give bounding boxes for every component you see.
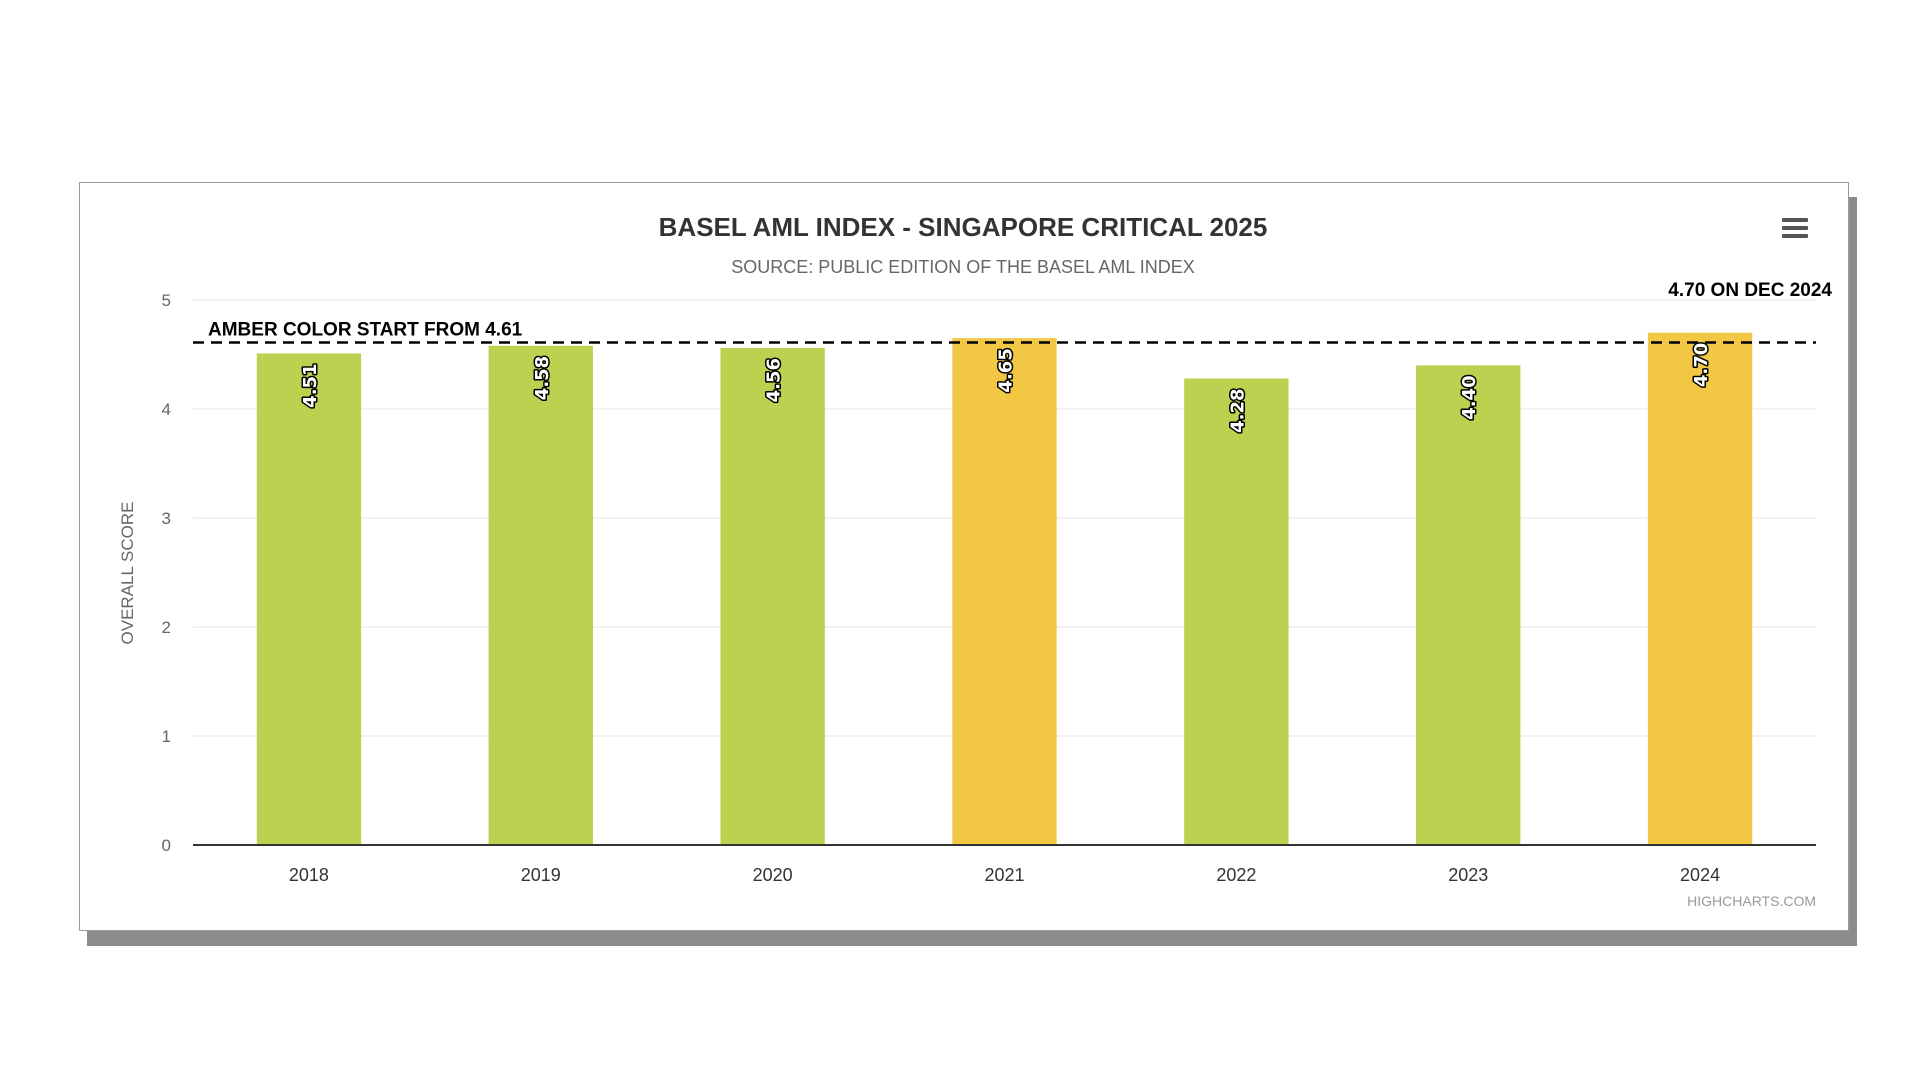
bar-2021[interactable] [952,338,1057,845]
y-tick-label: 1 [162,727,171,746]
menu-bar [1782,234,1808,238]
y-tick-label: 2 [162,618,171,637]
data-label: 4.51 [300,363,321,407]
credits-link[interactable]: HIGHCHARTS.COM [1687,893,1816,909]
x-tick-label: 2019 [521,865,561,885]
data-label: 4.70 [1691,343,1712,387]
y-axis-title: OVERALL SCORE [118,502,137,645]
bar-2019[interactable] [488,345,593,845]
hamburger-menu-icon[interactable] [1782,214,1812,242]
bar-2024[interactable] [1647,332,1753,845]
bar-2022[interactable] [1184,378,1289,845]
y-axis-ticks: 0 1 2 3 4 5 [162,291,171,855]
x-axis-ticks: 2018 2019 2020 2021 2022 2023 2024 [289,865,1720,885]
y-tick-label: 4 [162,400,171,419]
x-tick-label: 2021 [984,865,1024,885]
x-tick-label: 2023 [1448,865,1488,885]
x-tick-label: 2018 [289,865,329,885]
chart-title: BASEL AML INDEX - SINGAPORE CRITICAL 202… [659,212,1268,242]
x-tick-label: 2020 [753,865,793,885]
threshold-label: AMBER COLOR START FROM 4.61 [208,320,523,341]
x-tick-label: 2022 [1216,865,1256,885]
bar-2018[interactable] [256,353,362,845]
data-labels: 4.51 4.58 4.56 4.65 4.28 4.40 4.70 [298,341,1713,434]
bars [256,332,1753,845]
x-tick-label: 2024 [1680,865,1720,885]
y-tick-label: 5 [162,291,171,310]
data-label: 4.58 [532,356,553,400]
y-tick-label: 0 [162,836,171,855]
bar-2020[interactable] [720,347,825,845]
menu-bar [1782,226,1808,230]
y-tick-label: 3 [162,509,171,528]
annotation-label: 4.70 ON DEC 2024 [1668,280,1832,301]
bar-2023[interactable] [1416,365,1521,845]
data-label: 4.40 [1459,375,1480,419]
data-label: 4.28 [1227,388,1248,432]
data-label: 4.65 [996,348,1017,392]
chart-subtitle: SOURCE: PUBLIC EDITION OF THE BASEL AML … [731,257,1194,277]
data-label: 4.56 [764,358,785,402]
menu-bar [1782,218,1808,222]
